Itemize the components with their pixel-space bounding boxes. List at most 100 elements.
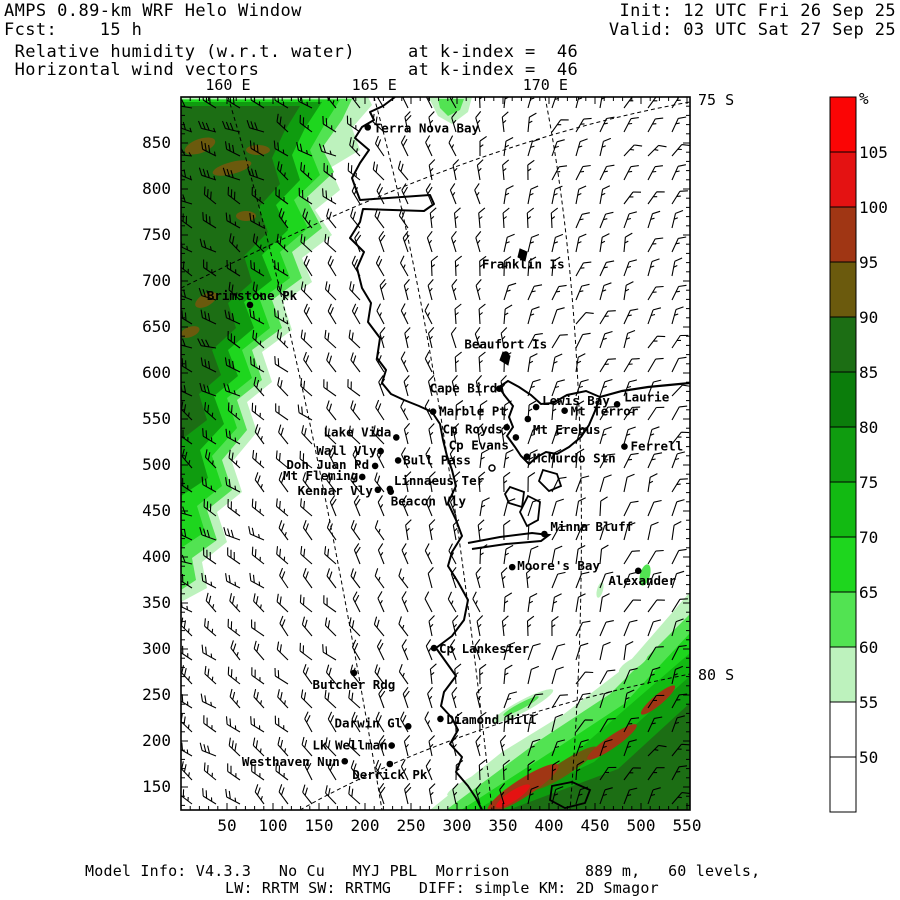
axes: 50 100 150 200 250 300 350 400 450 500 550 150 200 25…: [142, 76, 734, 835]
station-label: Terra Nova Bay: [374, 120, 480, 135]
x-tick-label: 50: [217, 816, 236, 835]
station-dot: [364, 124, 372, 131]
station-label: Mt Fleming: [283, 468, 358, 483]
latitude-label: 80 S: [698, 666, 734, 684]
model-info-line2: LW: RRTM SW: RRTMG DIFF: simple KM: 2D S…: [225, 879, 659, 897]
colorbar-tick-label: 85: [859, 363, 878, 382]
station-dot: [392, 434, 400, 441]
station-label: McMurdo Stn: [533, 451, 616, 466]
colorbar-segment: [829, 536, 857, 593]
station-label: Laurie: [624, 389, 670, 404]
station-label: Cp Evans: [449, 437, 509, 452]
colorbar-segment: [829, 646, 857, 703]
colorbar-tick-label: 65: [859, 583, 878, 602]
x-tick-label: 250: [397, 816, 426, 835]
latitude-label: 75 S: [698, 91, 734, 109]
station-label: Moore's Bay: [517, 558, 600, 573]
colorbar-tick-label: 75: [859, 473, 878, 492]
colorbar-tick-label: 95: [859, 253, 878, 272]
colorbar-segment: [829, 701, 857, 758]
y-tick-label: 500: [142, 455, 171, 474]
y-tick-label: 450: [142, 501, 171, 520]
field1-level: at k-index = 46: [408, 42, 579, 62]
colorbar-tick-label: 55: [859, 693, 878, 712]
station-dot: [430, 644, 438, 652]
y-tick-label: 700: [142, 271, 171, 290]
colorbar-tick-label: 50: [859, 748, 878, 767]
colorbar-tick-label: 60: [859, 638, 878, 657]
colorbar-segment: [829, 481, 857, 538]
colorbar-legend: % 105 100 95 90 85 80 75 70 65 60 55 50: [829, 89, 888, 813]
station-dot: [374, 486, 382, 494]
station-dot: [394, 457, 402, 464]
station-dot: [358, 473, 366, 481]
station-dot: [388, 742, 395, 749]
station-label: Westhaven Nun: [242, 754, 340, 769]
y-tick-label: 750: [142, 225, 171, 244]
colorbar-segment: [829, 756, 857, 813]
colorbar-tick-label: 100: [859, 198, 888, 217]
station-dot: [377, 447, 384, 455]
plot-title: AMPS 0.89-km WRF Helo Window: [4, 1, 302, 21]
colorbar-unit: %: [859, 89, 869, 108]
colorbar-segment: [829, 316, 857, 373]
field2-label: Horizontal wind vectors: [4, 60, 260, 80]
colorbar-segment: [829, 96, 857, 153]
station-dot: [429, 408, 437, 415]
colorbar-segment: [829, 151, 857, 208]
x-tick-label: 500: [627, 816, 656, 835]
y-tick-label: 400: [142, 547, 171, 566]
station-label: Don Juan Pd: [286, 457, 369, 472]
wind-barbs: [181, 97, 690, 805]
model-info-left: Model Info: V4.3.3 No Cu MYJ PBL Morriso…: [85, 862, 510, 880]
y-tick-label: 600: [142, 363, 171, 382]
field2-level: at k-index = 46: [408, 60, 579, 80]
y-tick-label: 200: [142, 731, 171, 750]
station-dot: [371, 462, 379, 470]
stations: Terra Nova Bay Franklin Is Brimstone Pk Bea…: [207, 120, 683, 782]
station-dot: [541, 530, 548, 538]
station-label: Lake Vida: [324, 424, 392, 439]
x-tick-label: 200: [351, 816, 380, 835]
station-dot: [386, 760, 394, 768]
colorbar-tick-label: 70: [859, 528, 878, 547]
station-label: Ferrell: [630, 439, 683, 454]
longitude-label: 170 E: [523, 76, 568, 94]
station-label: Minna Bluff: [550, 519, 633, 534]
station-dot: [350, 669, 358, 677]
colorbar-tick-label: 80: [859, 418, 878, 437]
colorbar-tick-label: 105: [859, 143, 888, 162]
station-dot: [341, 757, 349, 765]
x-tick-label: 150: [305, 816, 334, 835]
station-label: Cp Royds: [442, 421, 502, 436]
station-dot: [519, 250, 527, 257]
x-tick-label: 300: [443, 816, 472, 835]
station-dot: [387, 488, 395, 495]
station-dot: [634, 567, 642, 575]
longitude-label: 160 E: [205, 76, 250, 94]
station-dot: [503, 423, 510, 431]
station-dot: [523, 453, 531, 461]
init-time: Init: 12 UTC Fri 26 Sep 25: [619, 1, 896, 21]
colorbar-segment: [829, 371, 857, 428]
station-label: Bull Pass: [403, 452, 471, 467]
station-dot: [437, 715, 444, 723]
station-label: Lewis Bay: [542, 393, 610, 408]
station-label: Beacon Vly: [391, 494, 467, 509]
station-label: Cp Lankester: [439, 641, 530, 656]
station-label: Butcher Rdg: [313, 677, 396, 692]
longitude-label: 165 E: [352, 76, 397, 94]
y-tick-label: 800: [142, 179, 171, 198]
x-tick-label: 400: [535, 816, 564, 835]
station-label: Beaufort Is: [464, 337, 547, 352]
forecast-hour: Fcst: 15 h: [4, 20, 143, 40]
colorbar-segment: [829, 591, 857, 648]
y-tick-label: 850: [142, 133, 171, 152]
y-tick-label: 150: [142, 777, 171, 796]
station-dot: [502, 351, 510, 358]
station-dot: [496, 385, 503, 392]
y-tick-label: 550: [142, 409, 171, 428]
x-tick-label: 100: [259, 816, 288, 835]
y-tick-label: 650: [142, 317, 171, 336]
